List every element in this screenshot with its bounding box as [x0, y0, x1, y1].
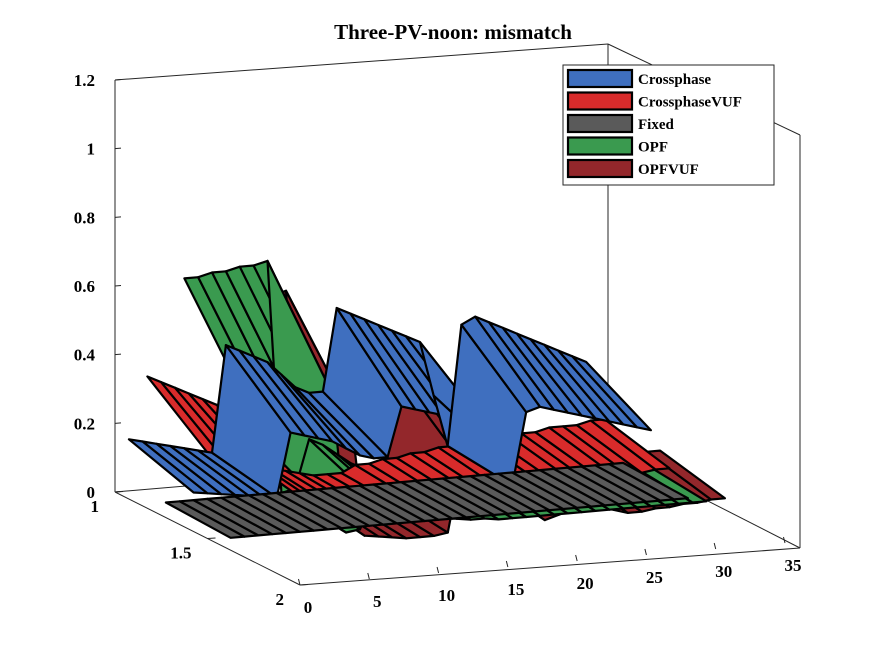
- z-tick-label: 0.2: [74, 414, 95, 433]
- surfaces: [127, 259, 727, 540]
- z-tick-mark: [114, 422, 122, 424]
- legend: Crossphase CrossphaseVUF Fixed OPF OPFVUF: [562, 64, 775, 186]
- x-tick-mark: [436, 566, 440, 574]
- x-tick-mark: [575, 554, 578, 562]
- x-tick-label: 10: [438, 586, 455, 605]
- x-tick-label: 15: [507, 580, 524, 599]
- y-tick-label: 1: [91, 497, 100, 516]
- legend-label: Fixed: [638, 117, 674, 133]
- y-tick-mark: [207, 537, 216, 539]
- chart-title: Three-PV-noon: mismatch: [334, 20, 572, 44]
- x-tick-mark: [298, 578, 301, 586]
- legend-label: CrossphaseVUF: [638, 95, 742, 111]
- z-tick-mark: [114, 147, 122, 150]
- z-tick-label: 1.2: [74, 71, 95, 90]
- y-tick-label: 2: [276, 590, 285, 609]
- x-tick-mark: [367, 572, 370, 580]
- x-axis-line: [299, 547, 801, 586]
- legend-label: OPF: [638, 140, 668, 156]
- z-ticks: 0 0.2 0.4 0.6 0.8 1 1.2: [74, 71, 122, 502]
- x-tick-label: 30: [715, 562, 732, 581]
- surface-fixed-patch: [608, 461, 690, 501]
- z-tick-mark: [114, 216, 122, 218]
- x-tick-mark: [783, 536, 786, 544]
- y-tick-label: 1.5: [170, 544, 191, 563]
- legend-label: OPFVUF: [638, 162, 699, 178]
- x-ticks: 0 5 10 15 20 25 30 35: [298, 536, 802, 617]
- y-ticks: 11.52: [91, 491, 309, 609]
- x-tick-label: 0: [304, 598, 313, 617]
- legend-swatch: [566, 136, 634, 156]
- z-tick-mark: [114, 353, 122, 356]
- z-tick-label: 0.6: [74, 277, 95, 296]
- x-tick-mark: [713, 542, 717, 550]
- y-tick-mark: [114, 491, 124, 493]
- z-tick-label: 0: [87, 483, 96, 502]
- x-tick-label: 35: [785, 556, 802, 575]
- x-tick-label: 25: [646, 568, 663, 587]
- x-tick-mark: [644, 548, 647, 556]
- z-tick-label: 0.8: [74, 208, 95, 227]
- legend-swatch: [566, 113, 634, 134]
- x-tick-label: 5: [373, 592, 382, 611]
- surface-opfvuf-patch: [645, 449, 727, 501]
- z-tick-mark: [114, 285, 122, 287]
- z-tick-label: 1: [87, 140, 96, 159]
- surface-crossphase-patch: [571, 355, 653, 432]
- legend-swatch: [566, 158, 634, 179]
- z-tick-mark: [114, 79, 122, 81]
- legend-swatch: [566, 68, 634, 89]
- x-tick-mark: [505, 560, 509, 568]
- legend-swatch: [566, 91, 634, 111]
- y-tick-mark: [299, 584, 309, 586]
- z-tick-label: 0.4: [74, 346, 96, 365]
- legend-label: Crossphase: [638, 72, 711, 88]
- x-tick-label: 20: [577, 574, 594, 593]
